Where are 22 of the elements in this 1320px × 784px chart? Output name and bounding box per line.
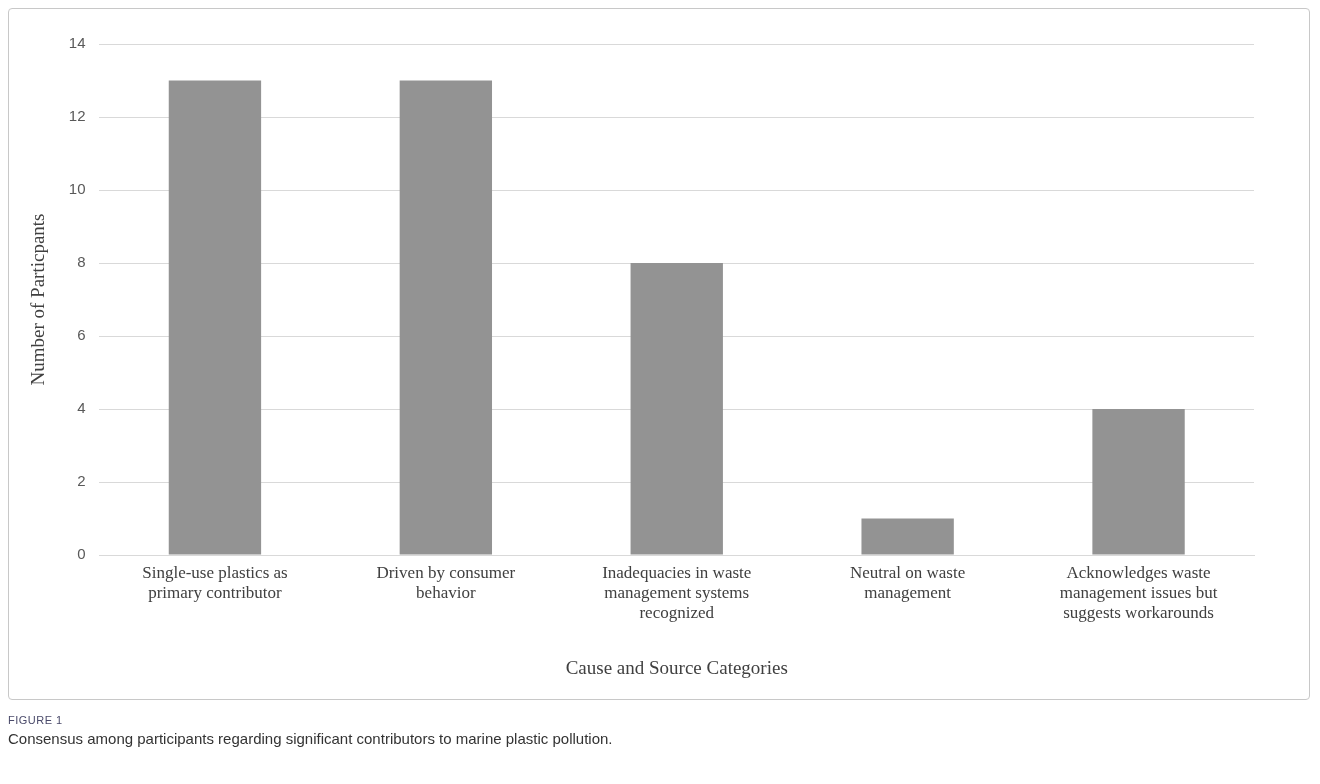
- bar: [861, 518, 954, 555]
- y-tick-label: 12: [68, 107, 86, 125]
- y-tick-label: 6: [77, 326, 86, 344]
- bar: [399, 80, 493, 555]
- y-tick-label: 8: [77, 253, 86, 271]
- x-tick-label: Neutral on waste management: [850, 562, 966, 603]
- y-tick-label: 10: [68, 180, 86, 198]
- text: Consensus among participants regarding significant contributors to marine plastic pollution.: [8, 730, 614, 747]
- bar: [168, 80, 262, 555]
- y-tick-label: 0: [77, 545, 86, 563]
- y-tick-label: 4: [77, 399, 86, 417]
- x-axis-title: Cause and Source Categories: [565, 656, 788, 678]
- bar: [1092, 409, 1185, 555]
- y-axis-title: Number of Particpants: [27, 213, 49, 386]
- bar: [630, 263, 723, 555]
- x-tick-label: Inadequacies in waste management systems recognized: [602, 562, 752, 623]
- y-tick-label: 14: [68, 34, 86, 52]
- x-tick-label: Driven by consumer behavior: [376, 562, 516, 603]
- caption: FIGURE 1: [8, 714, 64, 726]
- x-tick-label: Single-use plastics as primary contributor: [142, 562, 288, 603]
- x-tick-label: Acknowledges waste management issues but suggests workarounds: [1059, 562, 1218, 623]
- y-tick-label: 2: [77, 472, 86, 490]
